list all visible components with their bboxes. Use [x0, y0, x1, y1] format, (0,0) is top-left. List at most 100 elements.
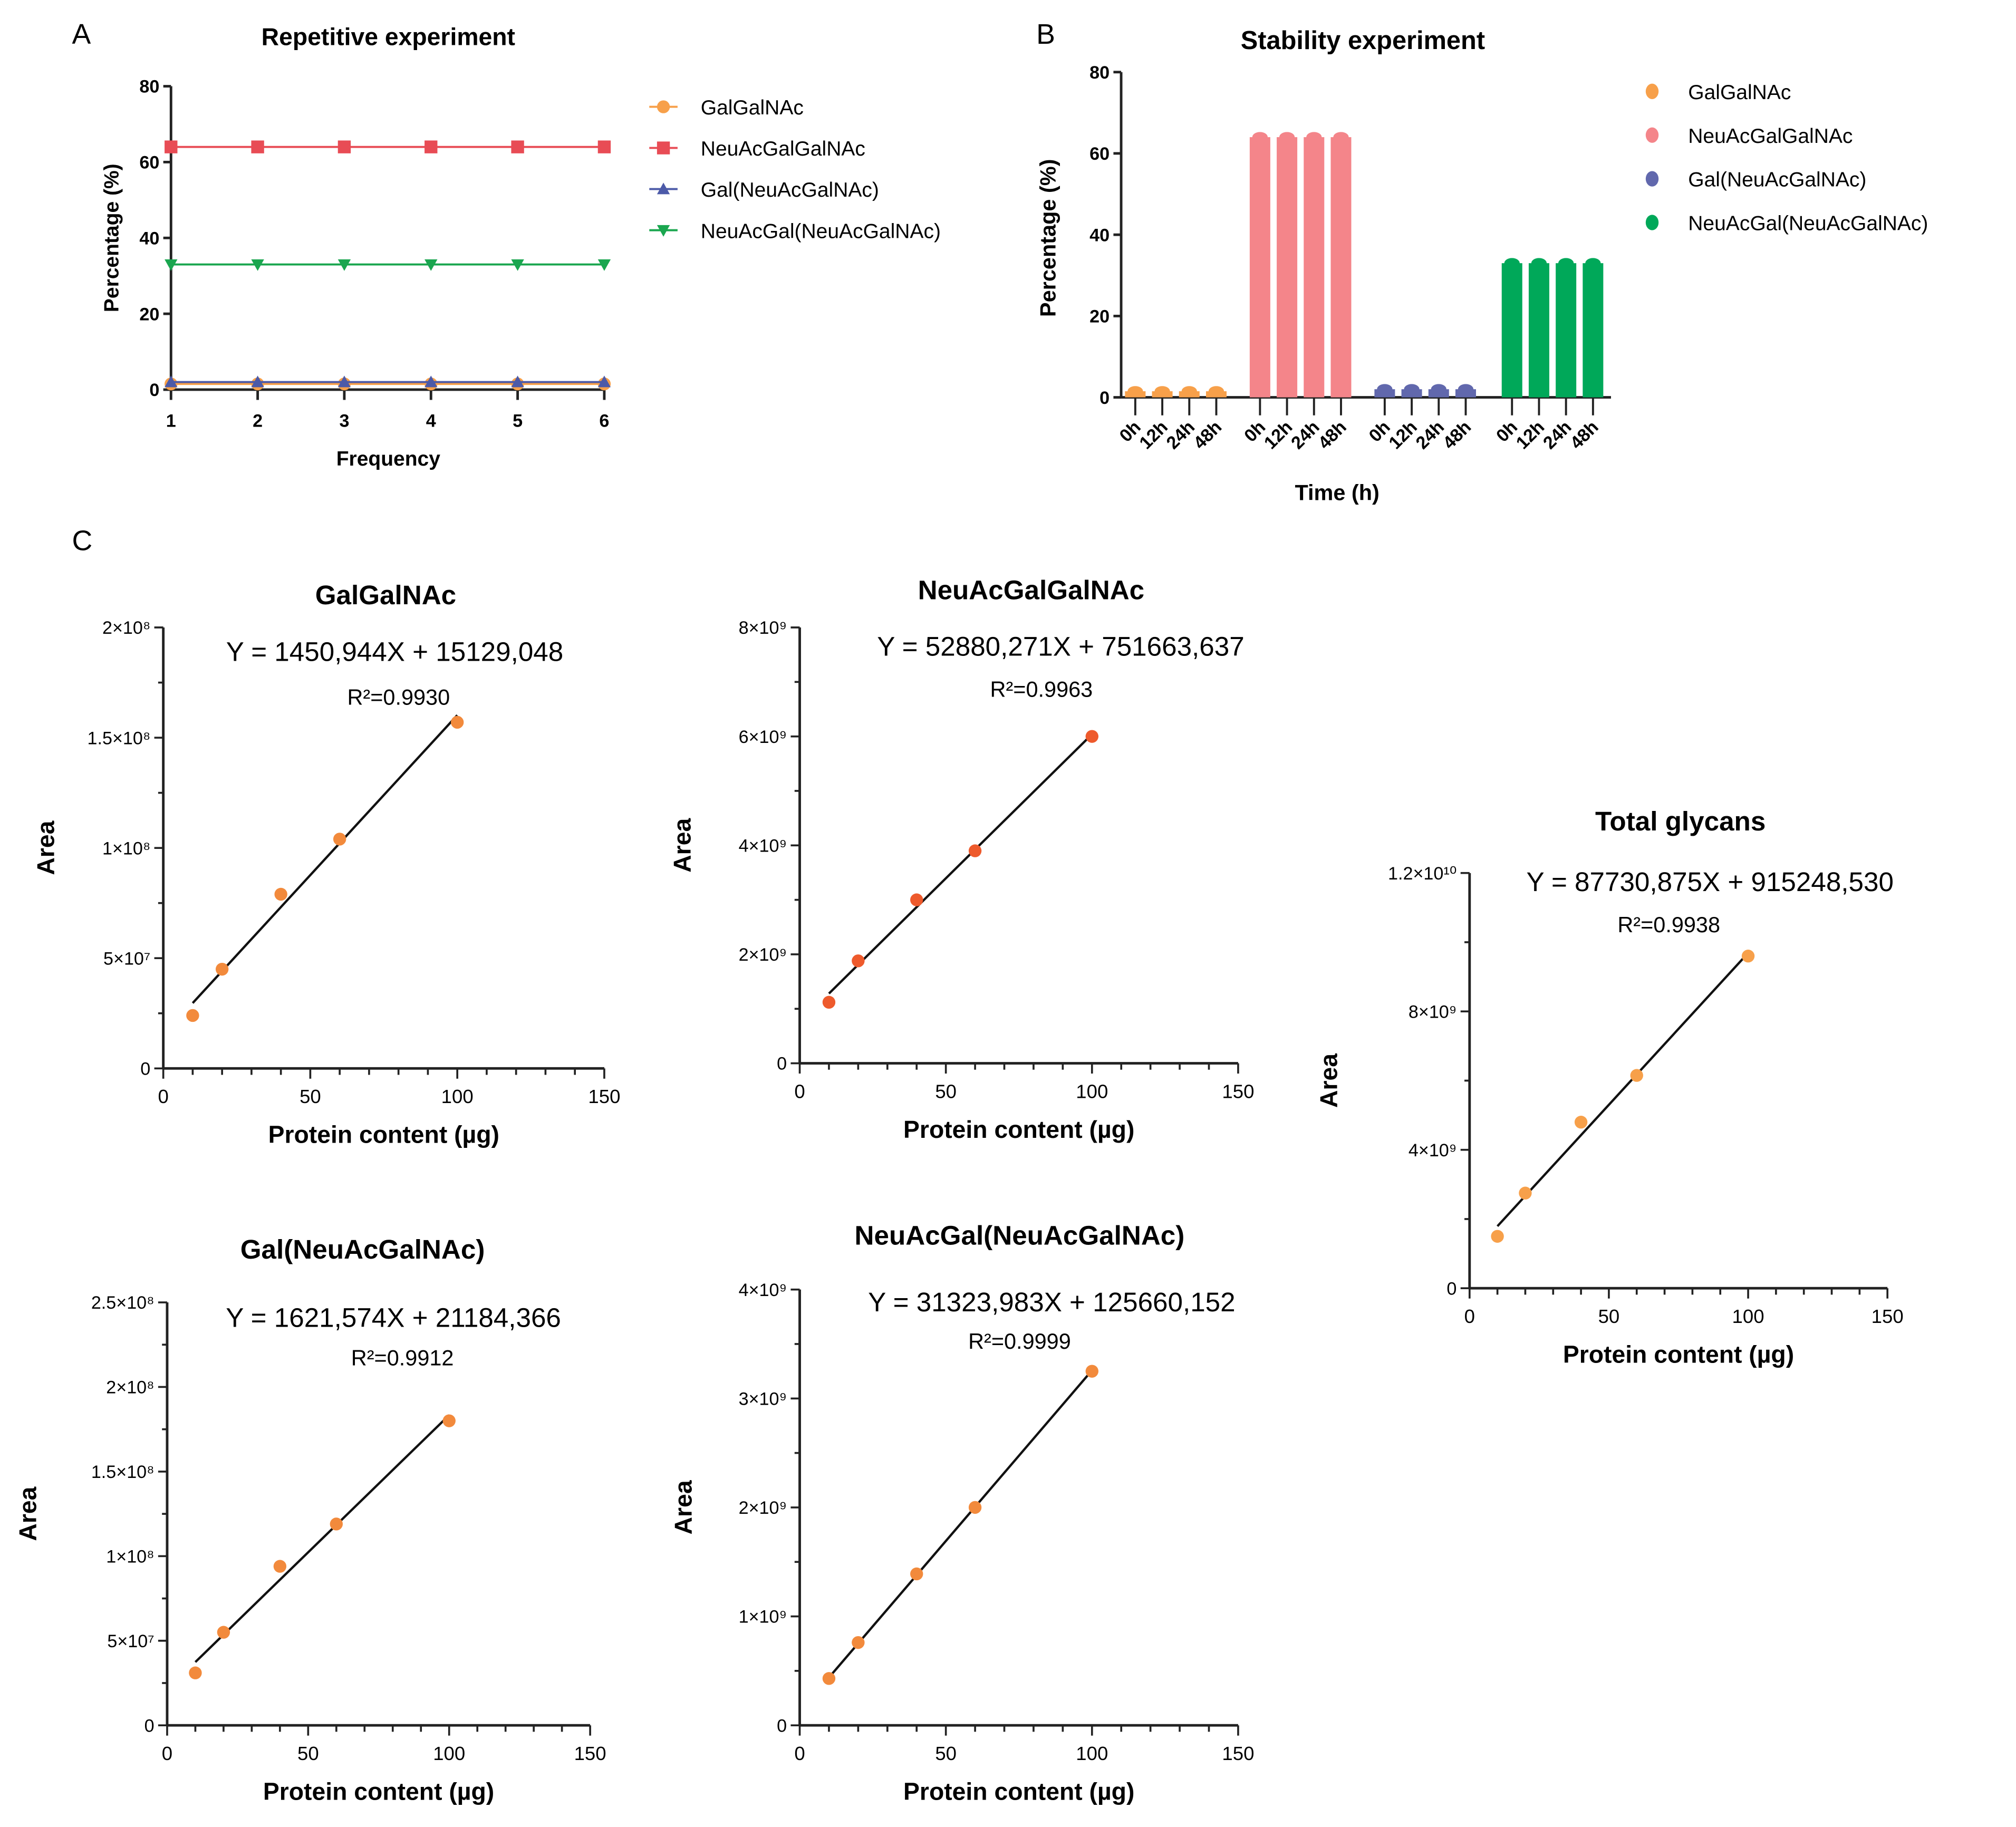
- x-tick-label: 0: [794, 1743, 805, 1764]
- data-point: [165, 259, 178, 271]
- series-NeuAcGal(NeuAcGalNAc): [165, 259, 611, 271]
- x-axis-label: Protein content (µg): [1563, 1341, 1794, 1368]
- series-NeuAcGalGalNAc: [1249, 132, 1352, 398]
- data-point: [852, 954, 865, 968]
- x-tick-label: 50: [1598, 1306, 1620, 1327]
- r-squared: R²=0.9999: [968, 1329, 1071, 1354]
- data-point: [215, 962, 229, 976]
- data-point: [822, 995, 836, 1009]
- data-point: [425, 259, 438, 271]
- y-tick-label: 4×10⁹: [1409, 1140, 1456, 1161]
- bar-cap-point: [1504, 258, 1520, 268]
- data-point: [910, 893, 923, 906]
- y-tick-label: 0: [777, 1054, 787, 1074]
- panel-label-a: A: [72, 18, 91, 50]
- y-axis-label: Percentage (%): [1036, 159, 1060, 317]
- bar-cap-point: [1558, 258, 1574, 268]
- series-GalGalNAc: [1125, 386, 1227, 398]
- legend-marker: [657, 225, 670, 237]
- series-Gal(NeuAcGalNAc): [165, 375, 611, 388]
- y-tick-label: 2×10⁹: [739, 1498, 787, 1518]
- legend-label: NeuAcGal(NeuAcGalNAc): [701, 220, 941, 243]
- bar: [1583, 263, 1604, 398]
- x-axis-label: Protein content (µg): [268, 1121, 499, 1148]
- x-tick-label: 0: [1464, 1306, 1475, 1327]
- bar-cap-point: [1377, 384, 1393, 394]
- data-point: [968, 844, 982, 857]
- y-tick-label: 60: [139, 153, 159, 173]
- x-axis-label: Time (h): [1295, 480, 1379, 505]
- data-point: [189, 1666, 202, 1679]
- y-axis-label: Area: [668, 818, 696, 873]
- bar-cap-point: [1458, 384, 1474, 394]
- legend-marker: [1645, 171, 1659, 187]
- data-point: [597, 375, 611, 388]
- series-NeuAcGalGalNAc: [165, 140, 611, 153]
- y-tick-label: 1.5×10⁸: [88, 728, 151, 748]
- regression-equation: Y = 1450,944X + 15129,048: [226, 636, 564, 666]
- panel-label-b: B: [1036, 18, 1055, 50]
- data-point: [333, 833, 346, 846]
- y-tick-label: 5×10⁷: [107, 1631, 154, 1651]
- y-tick-label: 1.2×10¹⁰: [1388, 864, 1456, 884]
- bar-cap-point: [1306, 132, 1322, 142]
- y-tick-label: 1×10⁸: [102, 838, 150, 858]
- legend-marker: [1645, 83, 1659, 99]
- chart-title: GalGalNAc: [315, 580, 456, 610]
- y-tick-label: 3×10⁹: [739, 1389, 787, 1409]
- x-axis-label: Protein content (µg): [263, 1778, 494, 1805]
- legend-marker: [1645, 215, 1659, 230]
- panel-label-c: C: [72, 525, 93, 557]
- data-point: [1085, 1365, 1098, 1378]
- x-tick-label: 0: [162, 1743, 172, 1764]
- data-point: [1085, 730, 1098, 743]
- y-tick-label: 2×10⁸: [102, 618, 150, 638]
- r-squared: R²=0.9963: [990, 677, 1093, 702]
- y-tick-label: 80: [1089, 63, 1110, 83]
- bar: [1249, 137, 1270, 398]
- y-tick-label: 2×10⁹: [739, 945, 787, 965]
- y-tick-label: 40: [139, 228, 159, 248]
- regression-line: [191, 714, 458, 1004]
- data-point: [511, 259, 524, 271]
- data-point: [597, 140, 611, 153]
- x-tick-label: 4: [426, 411, 436, 431]
- y-tick-label: 2×10⁸: [106, 1378, 154, 1398]
- bar-cap-point: [1208, 386, 1224, 397]
- y-axis-label: Area: [1315, 1053, 1343, 1108]
- x-tick-label: 100: [441, 1086, 474, 1107]
- data-point: [165, 140, 178, 153]
- x-tick-label: 48h: [1566, 417, 1602, 453]
- y-tick-label: 40: [1089, 225, 1110, 245]
- bar-cap-point: [1431, 384, 1446, 394]
- x-tick-label: 48h: [1439, 417, 1475, 453]
- bar-cap-point: [1333, 132, 1349, 142]
- y-tick-label: 0: [777, 1716, 787, 1736]
- y-tick-label: 0: [1446, 1279, 1456, 1299]
- x-tick-label: 100: [1076, 1080, 1108, 1102]
- bar-cap-point: [1531, 258, 1547, 268]
- regression-equation: Y = 31323,983X + 125660,152: [868, 1287, 1235, 1317]
- y-tick-label: 2.5×10⁸: [91, 1293, 155, 1313]
- bar-cap-point: [1585, 258, 1601, 268]
- bar: [1304, 137, 1325, 398]
- x-tick-label: 0: [158, 1086, 168, 1107]
- series-Gal(NeuAcGalNAc): [1374, 384, 1476, 398]
- y-tick-label: 8×10⁹: [739, 618, 787, 638]
- x-axis-label: Protein content (µg): [903, 1116, 1134, 1143]
- x-tick-label: 50: [935, 1743, 957, 1764]
- legend-marker: [1645, 127, 1659, 143]
- regression-line: [828, 1369, 1093, 1678]
- chart-title: Repetitive experiment: [262, 23, 515, 51]
- x-tick-label: 5: [513, 411, 523, 431]
- data-point: [511, 375, 524, 388]
- y-axis-label: Area: [14, 1486, 41, 1541]
- legend-label: GalGalNAc: [1688, 81, 1791, 104]
- data-point: [1519, 1186, 1532, 1200]
- y-axis-label: Area: [670, 1480, 697, 1534]
- chart-stability-experiment: Stability experiment0204060800h12h24h48h…: [1036, 26, 1928, 505]
- data-point: [511, 140, 524, 153]
- chart-title: NeuAcGalGalNAc: [918, 575, 1145, 605]
- chart-title: NeuAcGal(NeuAcGalNAc): [855, 1220, 1185, 1250]
- data-point: [251, 140, 264, 153]
